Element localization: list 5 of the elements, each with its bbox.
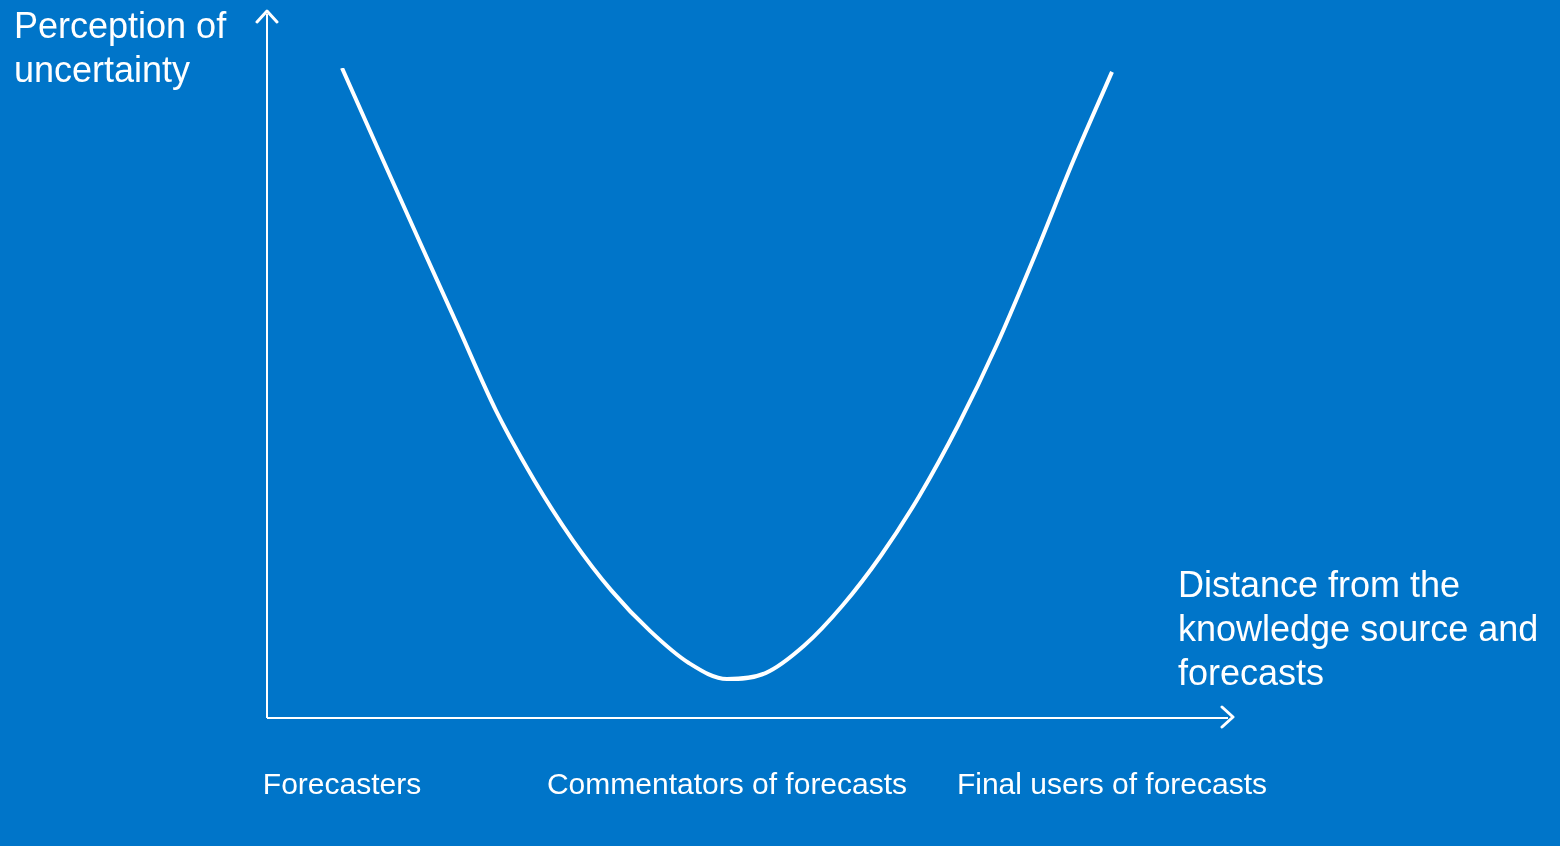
x-tick-label: Commentators of forecasts <box>546 767 908 801</box>
x-axis-title: Distance from the knowledge source and forecasts <box>1178 563 1540 695</box>
x-tick-label: Forecasters <box>262 767 422 801</box>
x-tick-label: Final users of forecasts <box>956 767 1268 801</box>
y-axis-title: Perception of uncertainty <box>14 4 228 92</box>
